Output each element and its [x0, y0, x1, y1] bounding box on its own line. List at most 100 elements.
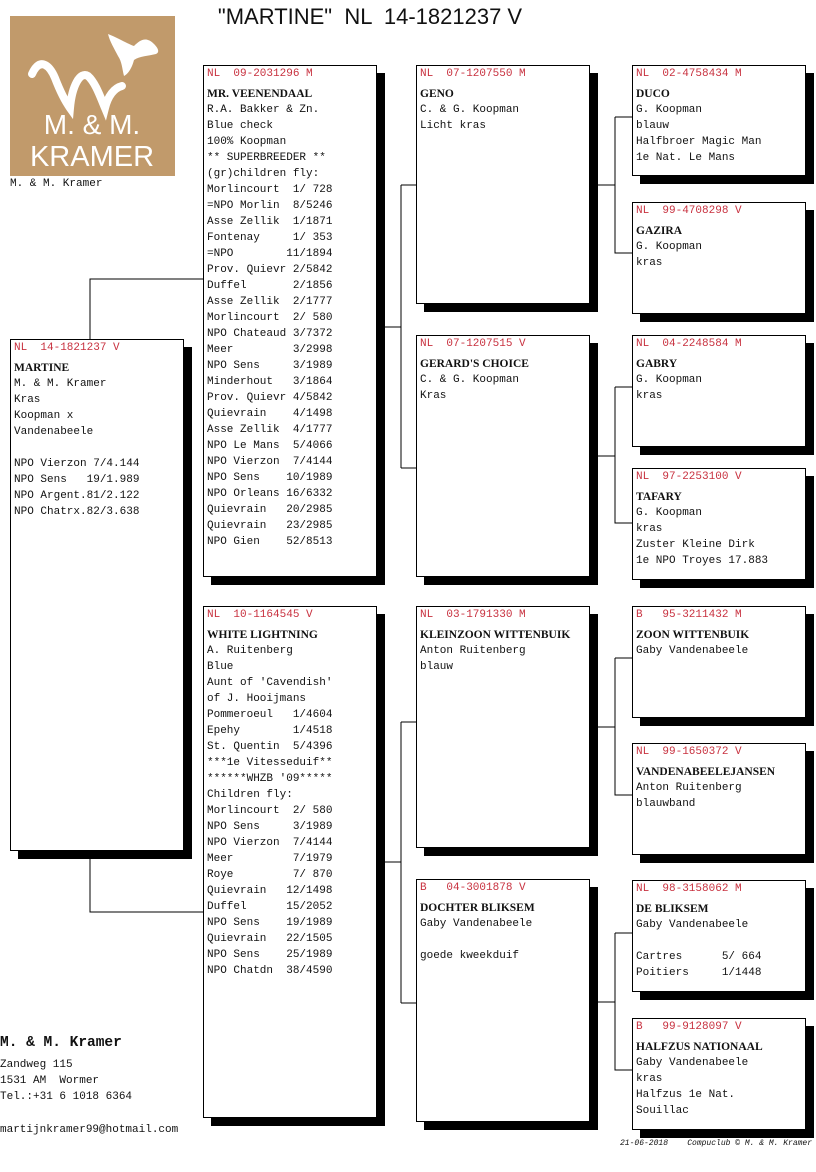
- info-line: Koopman x: [14, 410, 74, 422]
- pedigree-box-dd-dam: B 99-9128097 V HALFZUS NATIONAAL Gaby Vand…: [632, 1018, 806, 1130]
- info-line: 1e Nat. Le Mans: [636, 152, 736, 164]
- info-line: NPO Sens 25/1989: [207, 949, 333, 961]
- info-line: blauwband: [636, 798, 696, 810]
- logo: M. & M. KRAMER: [10, 16, 175, 176]
- connector-sire-parents: [385, 184, 416, 469]
- connector-subject-dam: [89, 859, 203, 913]
- info-line: St. Quentin 5/4396: [207, 741, 333, 753]
- info-line: NPO Gien 52/8513: [207, 536, 333, 548]
- info-line: Quievrain 4/1498: [207, 408, 333, 420]
- info-line: Kras: [420, 390, 447, 402]
- info-line: NPO Sens 3/1989: [207, 360, 333, 372]
- info-line: Asse Zellik 2/1777: [207, 296, 333, 308]
- info-line: Anton Ruitenberg: [636, 782, 742, 794]
- info-line: R.A. Bakker & Zn.: [207, 104, 320, 116]
- info-line: 100% Koopman: [207, 136, 287, 148]
- owner-name: M. & M. Kramer: [0, 1035, 122, 1051]
- info-line: Morlincourt 2/ 580: [207, 312, 333, 324]
- pedigree-box-dam-dam: B 04-3001878 V DOCHTER BLIKSEM Gaby Vanden…: [416, 879, 590, 1122]
- info-line: A. Ruitenberg: [207, 645, 293, 657]
- ring-number: B 99-9128097 V: [636, 1021, 742, 1033]
- info-line: Minderhout 3/1864: [207, 376, 333, 388]
- info-line: NPO Vierzon 7/4144: [207, 837, 333, 849]
- connector-gen3-1: [598, 116, 632, 254]
- pedigree-box-sire-sire: NL 07-1207550 M GENO C. & G. Koopman Licht …: [416, 65, 590, 304]
- info-line: Poitiers 1/1448: [636, 967, 762, 979]
- info-line: ***1e Vitesseduif**: [207, 757, 333, 769]
- info-line: kras: [636, 1073, 663, 1085]
- info-line: =NPO Morlin 8/5246: [207, 200, 333, 212]
- info-line: Quievrain 12/1498: [207, 885, 333, 897]
- owner-email[interactable]: martijnkramer99@hotmail.com: [0, 1124, 179, 1136]
- info-line: NPO Chatdn 38/4590: [207, 965, 333, 977]
- info-line: ** SUPERBREEDER **: [207, 152, 326, 164]
- info-line: M. & M. Kramer: [14, 378, 107, 390]
- pedigree-box-ds-sire: B 95-3211432 M ZOON WITTENBUIK Gaby Vanden…: [632, 606, 806, 718]
- info-line: Prov. Quievr 2/5842: [207, 264, 333, 276]
- ring-number: NL 07-1207550 M: [420, 68, 526, 80]
- connector-dam-parents: [385, 721, 416, 1004]
- footer-credits: 21-06-2018 Compuclub © M. & M. Kramer: [620, 1139, 813, 1148]
- pedigree-box-subject: NL 14-1821237 V MARTINE M. & M. Kramer Kras…: [10, 339, 184, 851]
- pedigree-box-ds-dam: NL 99-1650372 V VANDENABEELEJANSEN Anton R…: [632, 743, 806, 855]
- info-line: NPO Sens 19/1.989: [14, 474, 140, 486]
- info-line: NPO Chateaud 3/7372: [207, 328, 333, 340]
- pigeon-name: WHITE LIGHTNING: [207, 629, 318, 641]
- info-line: 1e NPO Troyes 17.883: [636, 555, 769, 567]
- pigeon-name: ZOON WITTENBUIK: [636, 629, 750, 641]
- info-line: Asse Zellik 1/1871: [207, 216, 333, 228]
- info-line: Prov. Quievr 4/5842: [207, 392, 333, 404]
- connector-subject-sire: [89, 278, 203, 339]
- info-line: (gr)children fly:: [207, 168, 320, 180]
- info-line: Pommeroeul 1/4604: [207, 709, 333, 721]
- info-line: Quievrain 22/1505: [207, 933, 333, 945]
- pedigree-box-ss-dam: NL 99-4708298 V GAZIRA G. Koopman kras: [632, 202, 806, 314]
- info-line: [420, 932, 589, 948]
- info-line: NPO Chatrx.82/3.638: [14, 506, 140, 518]
- info-line: Blue: [207, 661, 234, 673]
- info-line: Gaby Vandenabeele: [420, 918, 533, 930]
- info-line: Morlincourt 1/ 728: [207, 184, 333, 196]
- info-line: Morlincourt 2/ 580: [207, 805, 333, 817]
- info-line: NPO Vierzon 7/4144: [207, 456, 333, 468]
- pigeon-name: DUCO: [636, 88, 670, 100]
- pigeon-name: GERARD'S CHOICE: [420, 358, 529, 370]
- ring-number: NL 04-2248584 M: [636, 338, 742, 350]
- ring-number: NL 99-4708298 V: [636, 205, 742, 217]
- ring-number: NL 09-2031296 M: [207, 68, 313, 80]
- ring-number: NL 03-1791330 M: [420, 609, 526, 621]
- pigeon-name: GABRY: [636, 358, 678, 370]
- info-line: NPO Sens 19/1989: [207, 917, 333, 929]
- info-line: NPO Orleans 16/6332: [207, 488, 333, 500]
- info-line: blauw: [420, 661, 454, 673]
- info-line: Gaby Vandenabeele: [636, 645, 749, 657]
- info-line: Halfbroer Magic Man: [636, 136, 762, 148]
- info-line: Epehy 1/4518: [207, 725, 333, 737]
- ring-number: NL 14-1821237 V: [14, 342, 120, 354]
- info-line: Gaby Vandenabeele: [636, 919, 749, 931]
- connector-gen3-4: [598, 932, 632, 1071]
- info-line: Gaby Vandenabeele: [636, 1057, 749, 1069]
- ring-number: NL 99-1650372 V: [636, 746, 742, 758]
- info-line: NPO Sens 10/1989: [207, 472, 333, 484]
- ring-number: NL 07-1207515 V: [420, 338, 526, 350]
- ring-number: NL 02-4758434 M: [636, 68, 742, 80]
- info-line: Vandenabeele: [14, 426, 94, 438]
- info-line: G. Koopman: [636, 241, 703, 253]
- info-line: Licht kras: [420, 120, 487, 132]
- pigeon-icon: M. & M. KRAMER: [28, 34, 159, 173]
- info-line: kras: [636, 257, 663, 269]
- info-line: Blue check: [207, 120, 274, 132]
- info-line: Aunt of 'Cavendish': [207, 677, 333, 689]
- page-title: "MARTINE" NL 14-1821237 V: [217, 4, 523, 29]
- pigeon-name: MARTINE: [14, 362, 70, 374]
- info-line: G. Koopman: [636, 374, 703, 386]
- pedigree-box-sd-dam: NL 97-2253100 V TAFARY G. Koopman kras Zuste…: [632, 468, 806, 580]
- info-line: G. Koopman: [636, 507, 703, 519]
- ring-number: NL 97-2253100 V: [636, 471, 742, 483]
- info-line: Quievrain 20/2985: [207, 504, 333, 516]
- info-line: blauw: [636, 120, 670, 132]
- pedigree-box-sire-dam: NL 07-1207515 V GERARD'S CHOICE C. & G. Ko…: [416, 335, 590, 577]
- info-line: ******WHZB '09*****: [207, 773, 333, 785]
